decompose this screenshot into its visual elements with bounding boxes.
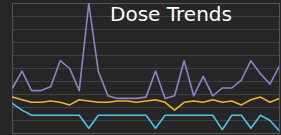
svg-text:Dose Trends: Dose Trends: [110, 2, 232, 26]
